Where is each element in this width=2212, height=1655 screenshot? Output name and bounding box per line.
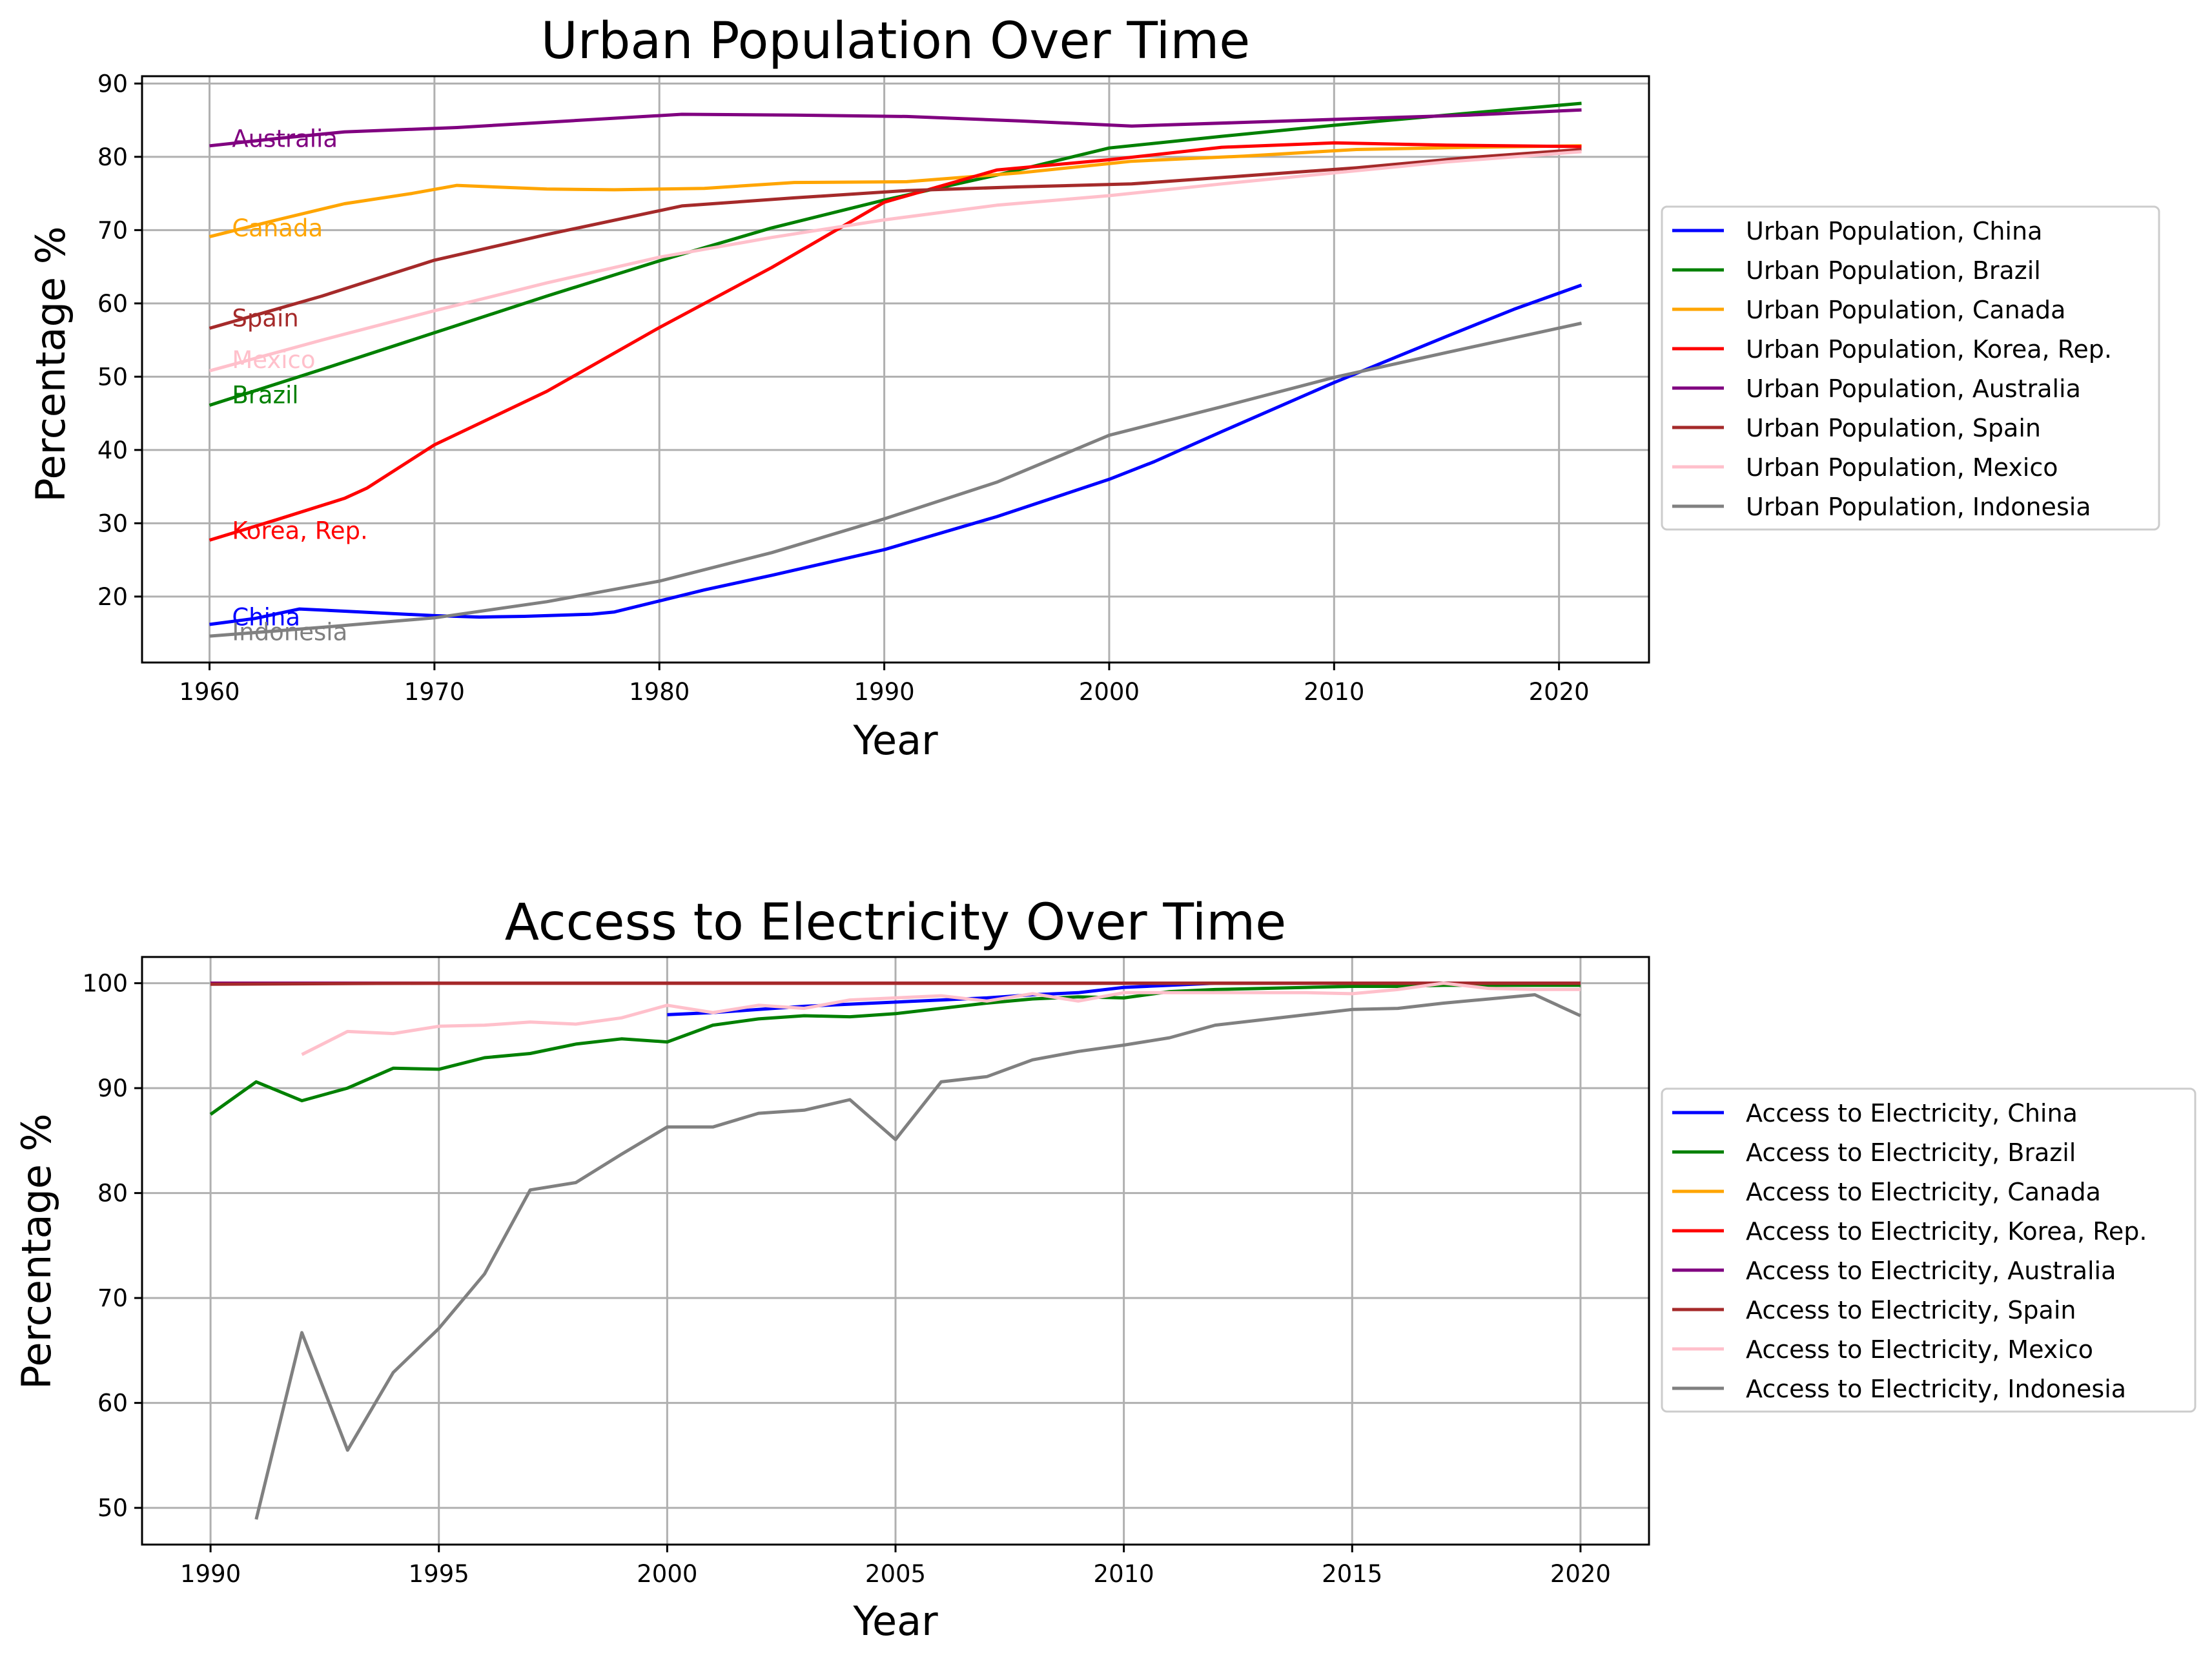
legend-label-china: Access to Electricity, China [1746,1099,2078,1127]
x-tick-label: 2020 [1529,678,1590,706]
legend-label-australia: Access to Electricity, Australia [1746,1257,2116,1285]
series-line-brazil [209,983,1581,1116]
y-tick-label: 20 [97,583,128,611]
x-tick-label: 1990 [854,678,914,706]
y-tick-label: 80 [97,1180,128,1208]
x-axis-label: Year [852,1598,938,1645]
legend-label-brazil: Access to Electricity, Brazil [1746,1138,2076,1167]
x-tick-label: 1980 [629,678,690,706]
x-tick-label: 2000 [1079,678,1140,706]
legend-label-indonesia: Urban Population, Indonesia [1746,493,2091,521]
series-line-mexico [209,150,1582,373]
x-tick-label: 2015 [1322,1560,1382,1588]
y-axis-label: Percentage % [13,1113,60,1389]
series-line-spain [210,982,1581,986]
legend-label-korea-rep: Access to Electricity, Korea, Rep. [1746,1217,2147,1246]
x-tick-label: 2010 [1304,678,1364,706]
annotation-canada: Canada [232,214,323,242]
series-line-canada [209,144,1582,239]
legend-label-korea-rep: Urban Population, Korea, Rep. [1746,335,2112,364]
legend-frame [1661,205,2160,531]
legend-label-canada: Urban Population, Canada [1746,296,2065,324]
series-line-china [209,283,1582,626]
x-tick-label: 1970 [404,678,465,706]
legend-label-indonesia: Access to Electricity, Indonesia [1746,1375,2126,1403]
annotation-australia: Australia [232,125,338,152]
legend-label-mexico: Access to Electricity, Mexico [1746,1335,2093,1364]
legend-label-brazil: Urban Population, Brazil [1746,256,2041,285]
x-tick-label: 2020 [1550,1560,1611,1588]
plot-frame [141,956,1650,1546]
legend-label-china: Urban Population, China [1746,217,2042,245]
y-tick-label: 60 [97,1390,128,1417]
y-tick-label: 50 [97,363,128,391]
x-tick-label: 2010 [1094,1560,1154,1588]
legend: Access to Electricity, China Access to El… [1661,1087,2197,1413]
chart-title: Urban Population Over Time [541,12,1251,70]
y-tick-label: 90 [97,1074,128,1102]
legend-label-canada: Access to Electricity, Canada [1746,1178,2101,1206]
x-tick-label: 1960 [179,678,240,706]
y-tick-label: 70 [97,216,128,244]
series-line-brazil [209,101,1582,407]
x-tick-label: 2005 [865,1560,926,1588]
x-axis-label: Year [852,717,938,764]
y-axis-label: Percentage % [27,226,74,502]
x-tick-label: 1995 [409,1560,469,1588]
access-to-electricity-chart: Access to Electricity Over Time Year Per… [13,894,2197,1645]
chart-title: Access to Electricity Over Time [505,894,1286,952]
series-line-mexico [301,982,1581,1056]
legend-frame [1661,1087,2197,1413]
y-tick-label: 80 [97,143,128,171]
legend-label-spain: Urban Population, Spain [1746,414,2041,442]
annotation-brazil: Brazil [232,382,298,409]
series-line-spain [209,148,1582,330]
plot-frame [141,75,1650,664]
legend: Urban Population, China Urban Population,… [1661,205,2160,531]
annotation-korea-rep: Korea, Rep. [232,517,367,545]
series-line-indonesia [254,993,1581,1520]
legend-label-mexico: Urban Population, Mexico [1746,453,2058,482]
annotation-china: China [232,604,300,632]
y-tick-label: 50 [97,1494,128,1522]
y-tick-label: 90 [97,70,128,98]
x-tick-label: 2000 [637,1560,697,1588]
series-line-indonesia [209,322,1582,638]
y-tick-label: 40 [97,437,128,464]
legend-label-australia: Urban Population, Australia [1746,375,2081,403]
y-tick-label: 70 [97,1284,128,1312]
series-line-australia [209,108,1582,148]
y-tick-label: 100 [82,970,128,998]
annotation-mexico: Mexico [232,346,315,374]
y-tick-label: 60 [97,290,128,318]
series-line-korea-rep [209,141,1582,542]
annotation-spain: Spain [232,305,298,333]
legend-label-spain: Access to Electricity, Spain [1746,1296,2076,1324]
x-tick-label: 1990 [180,1560,241,1588]
annotation-indonesia: Indonesia [232,618,347,646]
y-tick-label: 30 [97,509,128,537]
urban-population-chart: Urban Population Over Time Year Percenta… [27,12,2160,764]
